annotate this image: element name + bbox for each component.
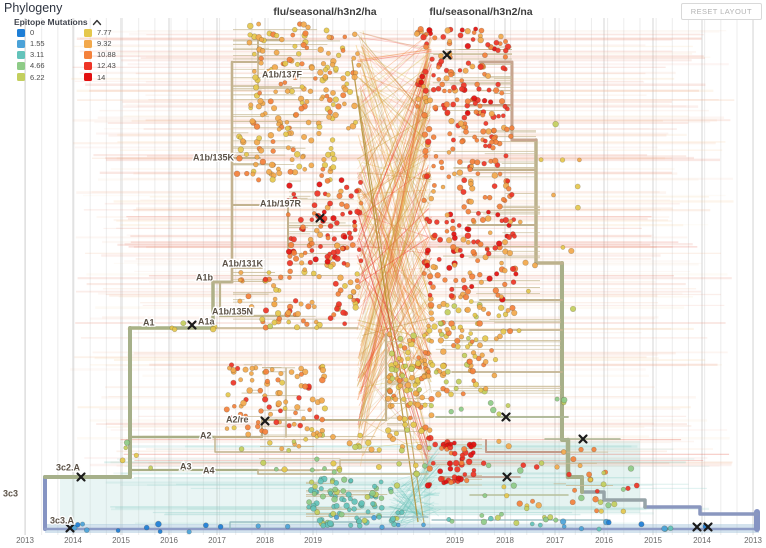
x-marker[interactable] xyxy=(692,522,702,532)
year-tick-label: 2019 xyxy=(304,536,322,545)
x-marker[interactable] xyxy=(578,434,588,444)
legend-value: 4.66 xyxy=(30,61,45,71)
clade-label-A1b/197R[interactable]: A1b/197R xyxy=(259,197,303,210)
legend-swatch xyxy=(17,39,25,48)
year-tick-label: 2017 xyxy=(546,536,564,545)
year-tick-label: 2017 xyxy=(208,536,226,545)
year-tick-label: 2016 xyxy=(160,536,178,545)
year-tick-label: 2015 xyxy=(644,536,662,545)
legend-item[interactable]: 1.55 xyxy=(17,38,84,49)
year-tick-label: 2015 xyxy=(112,536,130,545)
ha-tree[interactable] xyxy=(43,21,435,535)
legend-swatch xyxy=(17,28,25,37)
clade-label-3c3[interactable]: 3c3 xyxy=(2,487,20,500)
legend-item[interactable]: 12.43 xyxy=(84,61,151,72)
legend-swatch xyxy=(17,73,25,82)
legend-title: Epitope Mutations xyxy=(14,17,88,27)
legend-swatch xyxy=(84,28,92,37)
clade-label-A1b/131K[interactable]: A1b/131K xyxy=(221,257,265,270)
x-marker[interactable] xyxy=(260,416,270,426)
na-tree-tips[interactable] xyxy=(413,25,709,532)
clade-labels: A1b/137F A1b/135K A1b/197R A1b/131K A1b A1b/1… xyxy=(2,68,304,527)
x-marker[interactable] xyxy=(442,50,452,60)
x-marker[interactable] xyxy=(315,213,325,223)
x-marker[interactable] xyxy=(76,472,86,482)
year-tick-label: 2018 xyxy=(256,536,274,545)
legend-value: 6.22 xyxy=(30,72,45,82)
legend-item[interactable]: 7.77 xyxy=(84,27,151,38)
x-marker[interactable] xyxy=(501,412,511,422)
time-axis: 2013 2014 2015 2016 2017 2018 2019 2019 2018 2017… xyxy=(16,536,762,545)
clade-label-A2/re[interactable]: A2/re xyxy=(225,413,250,426)
clade-label-3c2.A[interactable]: 3c2.A xyxy=(55,461,82,474)
year-tick-label: 2019 xyxy=(446,536,464,545)
year-tick-label: 2018 xyxy=(496,536,514,545)
legend-value: 0 xyxy=(30,27,35,37)
clade-label-3c3.A[interactable]: 3c3.A xyxy=(49,514,76,527)
x-marker[interactable] xyxy=(502,472,512,482)
clade-label-A1b/137F[interactable]: A1b/137F xyxy=(261,68,304,81)
legend-item[interactable]: 6.22 xyxy=(17,72,84,83)
legend-value: 9.32 xyxy=(97,39,112,49)
legend-value: 12.43 xyxy=(97,61,116,71)
legend-item[interactable]: 0 xyxy=(17,27,84,38)
clade-label-A1a[interactable]: A1a xyxy=(197,315,217,328)
legend-swatch xyxy=(84,73,92,82)
year-tick-label: 2014 xyxy=(693,536,711,545)
year-tick-label: 2014 xyxy=(64,536,82,545)
na-tree[interactable] xyxy=(413,25,760,532)
year-tick-label: 2013 xyxy=(16,536,34,545)
x-marker[interactable] xyxy=(703,522,713,532)
tree-title-ha: flu/seasonal/h3n2/ha xyxy=(273,6,377,18)
year-tick-label: 2013 xyxy=(744,536,762,545)
clade-label-A4[interactable]: A4 xyxy=(202,464,216,477)
x-marker[interactable] xyxy=(65,523,75,533)
strain-x-markers xyxy=(65,50,713,533)
clade-label-A3[interactable]: A3 xyxy=(179,460,193,473)
legend-value: 7.77 xyxy=(97,27,112,37)
legend-item[interactable]: 9.32 xyxy=(84,38,151,49)
ha-tree-tips[interactable] xyxy=(71,21,435,535)
legend-value: 10.88 xyxy=(97,50,116,60)
legend-value: 14 xyxy=(97,72,106,82)
legend-header[interactable]: Epitope Mutations xyxy=(14,17,102,27)
page-title: Phylogeny xyxy=(4,1,63,15)
year-tick-label: 2016 xyxy=(595,536,613,545)
legend-swatch xyxy=(17,50,25,59)
legend-value: 1.55 xyxy=(30,39,45,49)
legend-swatch xyxy=(17,62,25,71)
legend-swatch xyxy=(84,62,92,71)
reset-layout-button[interactable]: RESET LAYOUT xyxy=(680,3,762,20)
legend-swatch xyxy=(84,39,92,48)
legend-item[interactable]: 4.66 xyxy=(17,61,84,72)
clade-label-A1[interactable]: A1 xyxy=(142,316,156,329)
clade-label-A1b[interactable]: A1b xyxy=(195,271,215,284)
legend-item[interactable]: 14 xyxy=(84,72,151,83)
legend-value: 3.11 xyxy=(30,50,45,60)
x-marker[interactable] xyxy=(187,320,197,330)
legend-swatch xyxy=(84,50,92,59)
clade-label-A2[interactable]: A2 xyxy=(199,429,213,442)
chevron-up-icon[interactable] xyxy=(92,19,102,26)
legend-item[interactable]: 3.11 xyxy=(17,49,84,60)
legend-item[interactable]: 10.88 xyxy=(84,49,151,60)
clade-label-A1b/135N[interactable]: A1b/135N xyxy=(211,305,255,318)
legend: 0 1.55 3.11 4.66 6.22 7.77 9.32 10.88 12.43 14 xyxy=(17,27,151,83)
clade-label-A1b/135K[interactable]: A1b/135K xyxy=(192,151,236,164)
tree-title-na: flu/seasonal/h3n2/na xyxy=(429,6,533,18)
